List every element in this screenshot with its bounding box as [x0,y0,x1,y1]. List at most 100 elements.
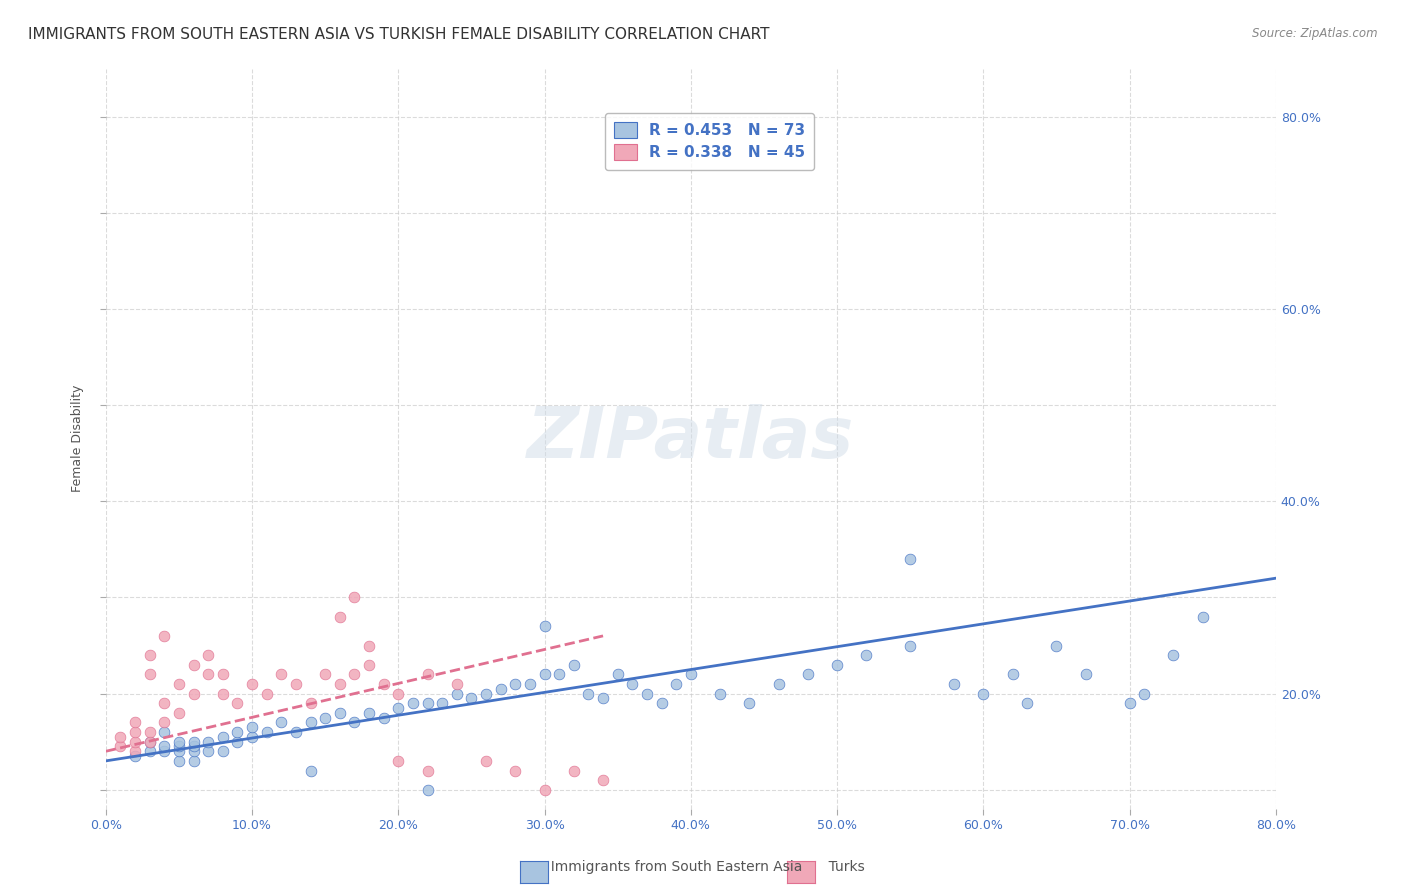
Point [387,701,409,715]
Point [314,667,336,681]
Point [503,677,526,691]
Legend: R = 0.453   N = 73, R = 0.338   N = 45: R = 0.453 N = 73, R = 0.338 N = 45 [605,113,814,169]
Point [329,609,352,624]
Point [825,657,848,672]
Point [284,725,307,739]
Point [548,667,571,681]
Point [138,734,160,748]
Point [226,696,249,710]
Point [211,744,233,758]
Point [373,711,395,725]
Point [110,730,132,744]
Point [167,739,190,754]
Point [562,657,585,672]
Point [402,696,425,710]
Point [329,706,352,720]
Point [768,677,790,691]
Point [314,711,336,725]
Point [343,667,366,681]
Point [138,734,160,748]
Point [709,687,731,701]
Point [211,687,233,701]
Point [475,687,498,701]
Point [343,715,366,730]
Point [533,619,555,633]
Text: ZIPatlas: ZIPatlas [527,404,855,474]
Point [138,744,160,758]
Point [270,667,292,681]
Point [416,667,439,681]
Point [446,677,468,691]
Point [167,706,190,720]
Point [1017,696,1039,710]
Point [1163,648,1185,662]
Point [110,739,132,754]
Point [1001,667,1024,681]
Point [183,739,205,754]
Point [153,629,176,643]
Point [138,667,160,681]
Point [533,667,555,681]
Point [1133,687,1156,701]
Point [240,677,263,691]
Text: Immigrants from South Eastern Asia      Turks: Immigrants from South Eastern Asia Turks [541,860,865,874]
Point [167,754,190,768]
Point [489,681,512,696]
Point [299,764,322,778]
Point [153,715,176,730]
Point [183,687,205,701]
Point [299,696,322,710]
Point [592,691,614,706]
Point [679,667,702,681]
Point [651,696,673,710]
Point [240,720,263,734]
Point [1191,609,1213,624]
Point [197,744,219,758]
Point [153,739,176,754]
Text: Source: ZipAtlas.com: Source: ZipAtlas.com [1253,27,1378,40]
Point [460,691,482,706]
Point [124,749,146,764]
Point [226,734,249,748]
Point [153,725,176,739]
Point [592,773,614,788]
Point [124,744,146,758]
Point [797,667,820,681]
Point [284,677,307,691]
Point [1118,696,1140,710]
Point [299,715,322,730]
Point [898,639,921,653]
Point [153,696,176,710]
Point [357,657,380,672]
Point [373,677,395,691]
Point [357,706,380,720]
Point [211,667,233,681]
Point [153,744,176,758]
Point [138,648,160,662]
Point [578,687,600,701]
Point [197,667,219,681]
Text: IMMIGRANTS FROM SOUTH EASTERN ASIA VS TURKISH FEMALE DISABILITY CORRELATION CHAR: IMMIGRANTS FROM SOUTH EASTERN ASIA VS TU… [28,27,769,42]
Point [124,725,146,739]
Point [972,687,994,701]
Point [738,696,761,710]
Point [256,725,278,739]
Point [197,648,219,662]
Point [636,687,658,701]
Point [416,764,439,778]
Point [183,754,205,768]
Point [387,754,409,768]
Point [357,639,380,653]
Point [898,552,921,566]
Point [197,734,219,748]
Point [167,734,190,748]
Y-axis label: Female Disability: Female Disability [72,385,84,492]
Point [519,677,541,691]
Point [606,667,628,681]
Point [211,730,233,744]
Point [124,734,146,748]
Point [183,734,205,748]
Point [124,715,146,730]
Point [226,725,249,739]
Point [503,764,526,778]
